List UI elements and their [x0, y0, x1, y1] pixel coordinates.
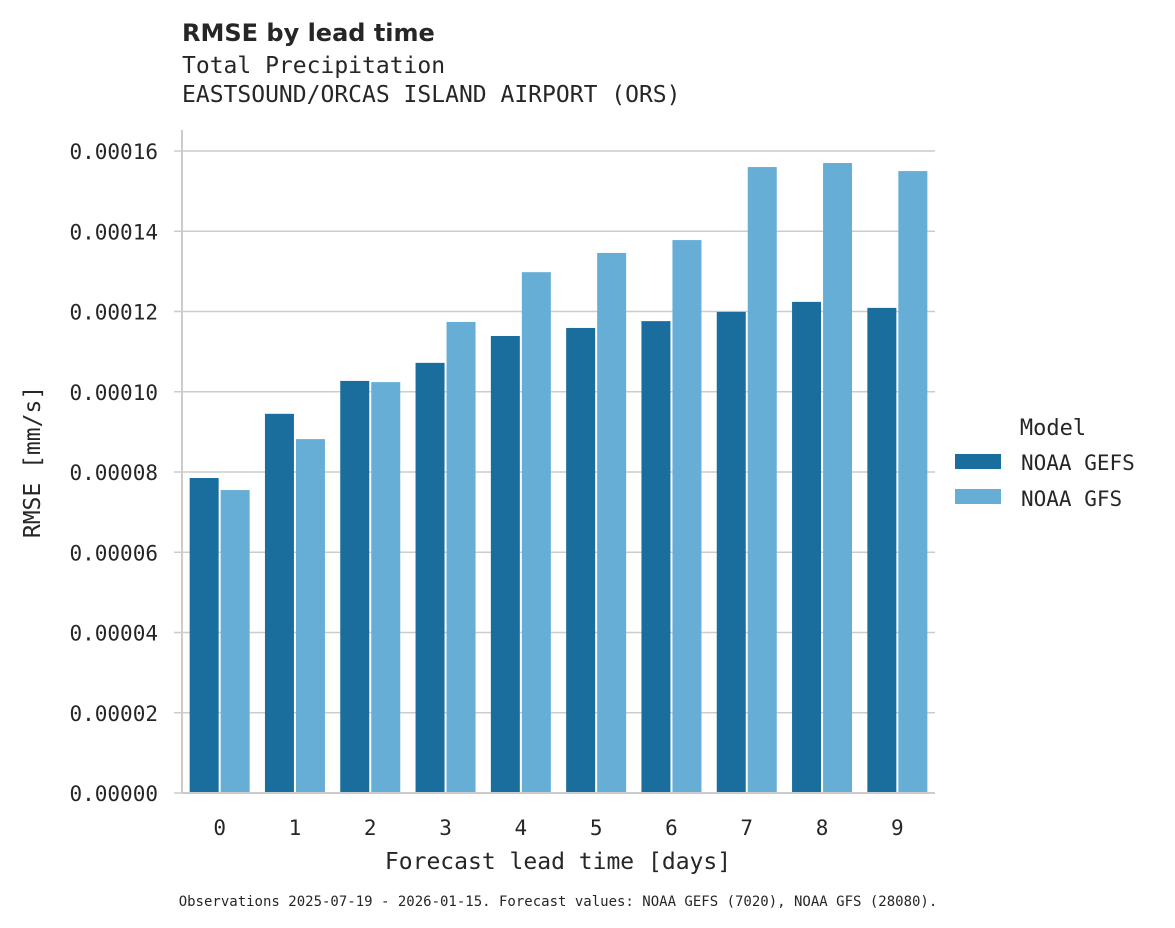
bar-noaa-gfs-4 [521, 272, 551, 793]
y-tick-label: 0.00002 [69, 702, 158, 726]
chart-subtitle-1: Total Precipitation [182, 53, 445, 79]
x-tick-label: 1 [289, 816, 302, 840]
bar-noaa-gfs-8 [823, 163, 853, 794]
x-tick-label: 7 [740, 816, 753, 840]
bar-noaa-gfs-3 [446, 321, 476, 793]
y-tick-label: 0.00014 [69, 220, 158, 244]
legend-swatch-gefs [955, 454, 1001, 469]
y-tick-label: 0.00006 [69, 541, 158, 565]
x-tick-label: 2 [364, 816, 377, 840]
bar-noaa-gfs-1 [295, 439, 325, 793]
bar-noaa-gfs-6 [672, 240, 702, 793]
x-tick-label: 5 [590, 816, 603, 840]
bar-noaa-gefs-7 [716, 311, 746, 793]
x-tick-label: 0 [213, 816, 226, 840]
bar-noaa-gefs-5 [566, 327, 596, 793]
bar-noaa-gefs-3 [415, 362, 445, 793]
bar-noaa-gefs-2 [340, 380, 370, 793]
chart-subtitle-2: EASTSOUND/ORCAS ISLAND AIRPORT (ORS) [182, 82, 681, 108]
x-tick-label: 8 [816, 816, 829, 840]
bar-noaa-gefs-4 [490, 335, 520, 793]
legend-swatch-gfs [955, 489, 1001, 504]
bar-noaa-gefs-8 [792, 301, 822, 793]
bar-noaa-gfs-0 [220, 490, 250, 793]
chart-title: RMSE by lead time [182, 19, 435, 47]
footnote: Observations 2025-07-19 - 2026-01-15. Fo… [179, 894, 938, 910]
y-tick-label: 0.00012 [69, 301, 158, 325]
legend: Model NOAA GEFS NOAA GFS [955, 416, 1135, 511]
bar-noaa-gfs-2 [371, 382, 401, 793]
legend-label-gefs: NOAA GEFS [1021, 451, 1135, 475]
bar-noaa-gefs-1 [264, 413, 294, 793]
bar-noaa-gfs-5 [597, 252, 627, 794]
bar-noaa-gfs-7 [747, 167, 777, 794]
y-tick-label: 0.00004 [69, 622, 158, 646]
x-axis-label: Forecast lead time [days] [385, 849, 731, 875]
x-tick-label: 3 [439, 816, 452, 840]
x-tick-label: 9 [891, 816, 904, 840]
legend-label-gfs: NOAA GFS [1021, 487, 1122, 511]
y-tick-label: 0.00010 [69, 381, 158, 405]
bar-noaa-gfs-9 [898, 171, 928, 793]
legend-title: Model [1020, 416, 1086, 441]
bar-noaa-gefs-0 [189, 478, 219, 793]
y-tick-label: 0.00008 [69, 461, 158, 485]
bar-noaa-gefs-9 [867, 307, 897, 793]
x-tick-label: 6 [665, 816, 678, 840]
bar-noaa-gefs-6 [641, 321, 671, 793]
y-tick-label: 0.00000 [69, 782, 158, 806]
y-tick-label: 0.00016 [69, 140, 158, 164]
x-tick-label: 4 [515, 816, 528, 840]
y-axis-label: RMSE [mm/s] [20, 386, 46, 538]
